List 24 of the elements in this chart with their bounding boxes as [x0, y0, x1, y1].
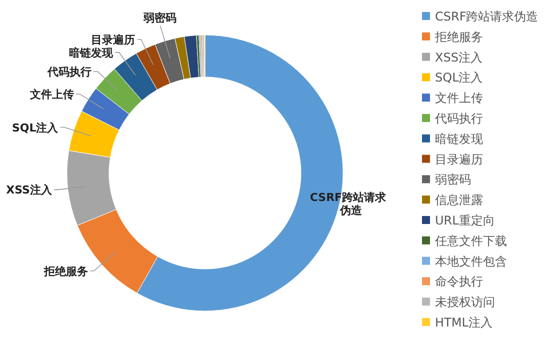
legend-label: SQL注入	[435, 70, 483, 85]
legend-label: HTML注入	[435, 316, 492, 330]
legend-label: 暗链发现	[435, 132, 483, 146]
slice-label: SQL注入	[12, 121, 60, 134]
slice-label: 目录遍历	[91, 33, 136, 46]
legend-label: 信息泄露	[435, 193, 483, 208]
legend-label: 拒绝服务	[434, 30, 483, 44]
slice-label: 文件上传	[28, 88, 74, 102]
slice-label: 拒绝服务	[42, 264, 88, 278]
slice-label: 代码执行	[46, 65, 92, 78]
legend-label: 未授权访问	[435, 295, 495, 310]
slice-label: 暗链发现	[69, 46, 114, 60]
legend-label: XSS注入	[435, 50, 482, 64]
legend-label: 任意文件下载	[434, 234, 507, 248]
slice-label: XSS注入	[6, 184, 53, 197]
legend-label: 本地文件包含	[435, 254, 507, 268]
legend-label: 代码执行	[434, 112, 483, 126]
legend-label: 命令执行	[435, 274, 483, 289]
slice-label: 弱密码	[142, 12, 177, 25]
legend-label: URL重定向	[435, 214, 495, 228]
legend-label: CSRF跨站请求伪造	[435, 10, 538, 24]
legend-label: 文件上传	[435, 91, 483, 106]
legend-label: 弱密码	[435, 172, 471, 187]
legend-label: 目录遍历	[435, 152, 483, 166]
